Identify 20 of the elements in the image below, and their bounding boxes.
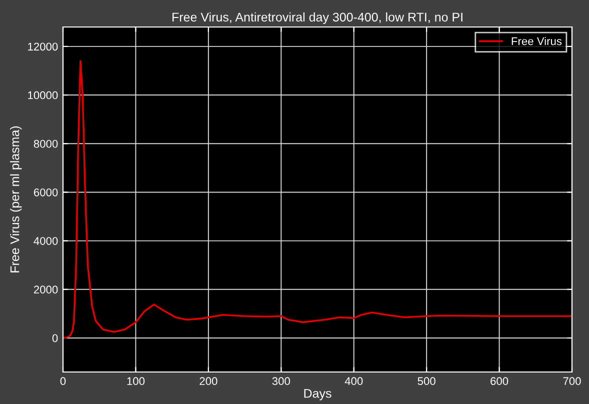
x-tick-label: 600	[490, 377, 508, 386]
y-tick-label: 2000	[34, 286, 58, 294]
y-tick-label: 0	[52, 334, 58, 342]
x-tick-label: 0	[60, 377, 66, 386]
x-tick-label: 700	[563, 377, 581, 386]
y-tick-label: 12000	[28, 42, 58, 51]
y-tick-label: 6000	[34, 188, 58, 196]
x-tick-label: 400	[344, 377, 363, 386]
y-axis-title: Free Virus (per ml plasma)	[10, 126, 22, 272]
legend-label: Free Virus	[512, 37, 562, 46]
line-series	[63, 60, 572, 339]
x-tick-label: 300	[272, 377, 290, 386]
y-tick-label: 4000	[34, 237, 58, 245]
chart-title: Free Virus, Antiretroviral day 300-400, low RTI, no PI	[172, 12, 462, 24]
x-tick-label: 100	[127, 377, 145, 386]
x-tick-label: 500	[418, 377, 436, 386]
y-tick-label: 8000	[34, 140, 58, 148]
x-axis-title: Days	[304, 389, 332, 400]
y-tick-label: 10000	[28, 91, 58, 100]
x-tick-label: 200	[200, 377, 218, 386]
